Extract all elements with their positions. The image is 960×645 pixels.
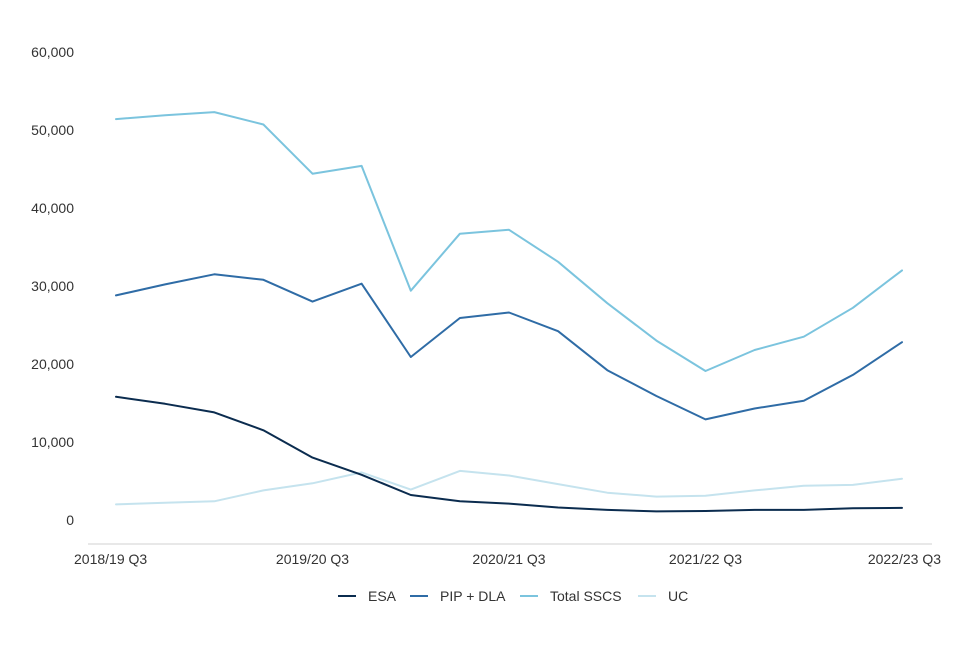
y-tick-label: 60,000 (31, 44, 74, 60)
x-tick-label: 2022/23 Q3 (868, 551, 941, 567)
y-tick-label: 40,000 (31, 200, 74, 216)
series-line-total-sscs (115, 111, 903, 372)
y-tick-label: 50,000 (31, 122, 74, 138)
x-tick-label: 2019/20 Q3 (276, 551, 349, 567)
series-lines (115, 111, 903, 513)
y-tick-label: 0 (66, 512, 74, 528)
y-axis-tick-labels: 0 10,000 20,000 30,000 40,000 50,000 60,000 (31, 44, 74, 528)
x-axis-tick-labels: 2018/19 Q3 2019/20 Q3 2020/21 Q3 2021/22 Q3… (74, 551, 941, 567)
legend-label: Total SSCS (550, 588, 622, 604)
y-tick-label: 10,000 (31, 434, 74, 450)
legend-label: UC (668, 588, 688, 604)
x-tick-label: 2018/19 Q3 (74, 551, 147, 567)
legend-label: ESA (368, 588, 397, 604)
legend: ESA PIP + DLA Total SSCS UC (338, 588, 688, 604)
y-tick-label: 20,000 (31, 356, 74, 372)
series-line-uc (115, 469, 903, 506)
legend-label: PIP + DLA (440, 588, 506, 604)
series-line-esa (115, 395, 903, 513)
x-tick-label: 2020/21 Q3 (472, 551, 545, 567)
series-line-pip-dla (115, 273, 903, 421)
x-tick-label: 2021/22 Q3 (669, 551, 742, 567)
y-tick-label: 30,000 (31, 278, 74, 294)
